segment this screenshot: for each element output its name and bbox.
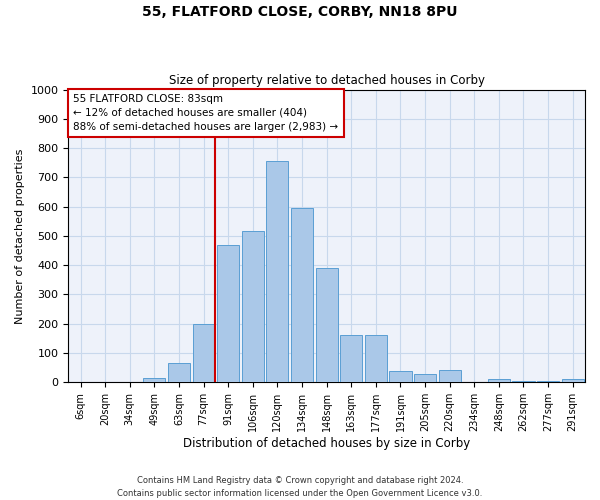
Bar [389, 370, 412, 382]
Bar [340, 336, 362, 382]
Bar [266, 162, 289, 382]
Bar [242, 232, 264, 382]
Bar [193, 324, 215, 382]
Title: Size of property relative to detached houses in Corby: Size of property relative to detached ho… [169, 74, 485, 87]
Bar [512, 381, 535, 382]
Text: 55 FLATFORD CLOSE: 83sqm
← 12% of detached houses are smaller (404)
88% of semi-: 55 FLATFORD CLOSE: 83sqm ← 12% of detach… [73, 94, 338, 132]
Text: Contains HM Land Registry data © Crown copyright and database right 2024.
Contai: Contains HM Land Registry data © Crown c… [118, 476, 482, 498]
Bar [217, 244, 239, 382]
Bar [316, 268, 338, 382]
Y-axis label: Number of detached properties: Number of detached properties [15, 148, 25, 324]
Bar [414, 374, 436, 382]
Bar [143, 378, 166, 382]
Bar [439, 370, 461, 382]
Bar [562, 380, 584, 382]
Bar [365, 336, 387, 382]
X-axis label: Distribution of detached houses by size in Corby: Distribution of detached houses by size … [183, 437, 470, 450]
Text: 55, FLATFORD CLOSE, CORBY, NN18 8PU: 55, FLATFORD CLOSE, CORBY, NN18 8PU [142, 5, 458, 19]
Bar [168, 363, 190, 382]
Bar [488, 378, 510, 382]
Bar [291, 208, 313, 382]
